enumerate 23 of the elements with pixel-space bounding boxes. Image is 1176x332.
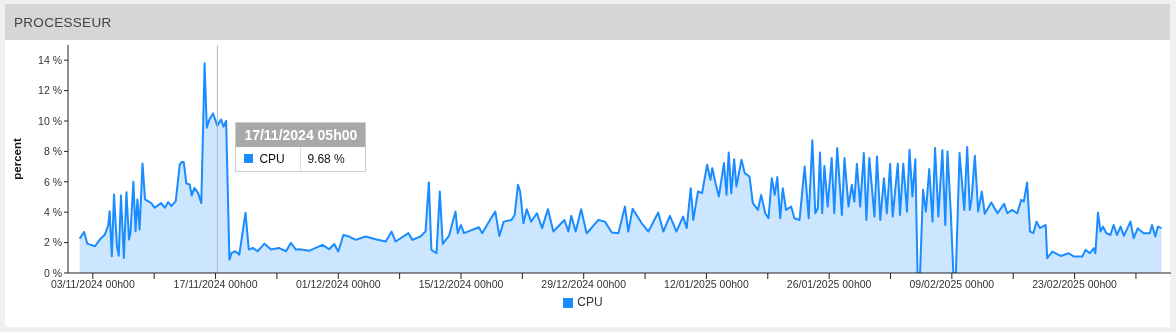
y-tick-label: 0 % <box>43 266 62 279</box>
legend-label: CPU <box>577 295 603 309</box>
y-tick-label: 4 % <box>43 205 62 218</box>
annotation: CPU <box>259 151 285 166</box>
x-tick-label: 23/02/2025 00h00 <box>1032 278 1118 291</box>
annotation: 17/11/2024 05h00 <box>236 122 366 147</box>
x-tick-label: 03/11/2024 00h00 <box>50 278 135 291</box>
chart-title: PROCESSEUR <box>14 14 112 30</box>
y-tick-label: 14 % <box>38 53 62 66</box>
x-tick-label: 09/02/2025 00h00 <box>909 278 995 291</box>
y-tick-label: 2 % <box>43 236 62 249</box>
x-tick-label: 29/12/2024 00h00 <box>541 278 627 291</box>
x-tick-label: 26/01/2025 00h00 <box>786 278 872 291</box>
y-tick-label: 12 % <box>38 84 62 97</box>
x-tick-label: 15/12/2024 00h00 <box>418 278 504 291</box>
x-tick-label: 12/01/2025 00h00 <box>664 278 749 291</box>
x-tick-label: 01/12/2024 00h00 <box>295 278 381 291</box>
y-tick-label: 10 % <box>38 114 62 127</box>
y-tick-label: 8 % <box>43 145 62 158</box>
annotation: 9.68 % <box>306 151 346 166</box>
y-tick-label: 6 % <box>43 175 62 188</box>
y-axis-title: percent <box>11 138 24 180</box>
x-tick-label: 17/11/2024 00h00 <box>173 278 258 291</box>
